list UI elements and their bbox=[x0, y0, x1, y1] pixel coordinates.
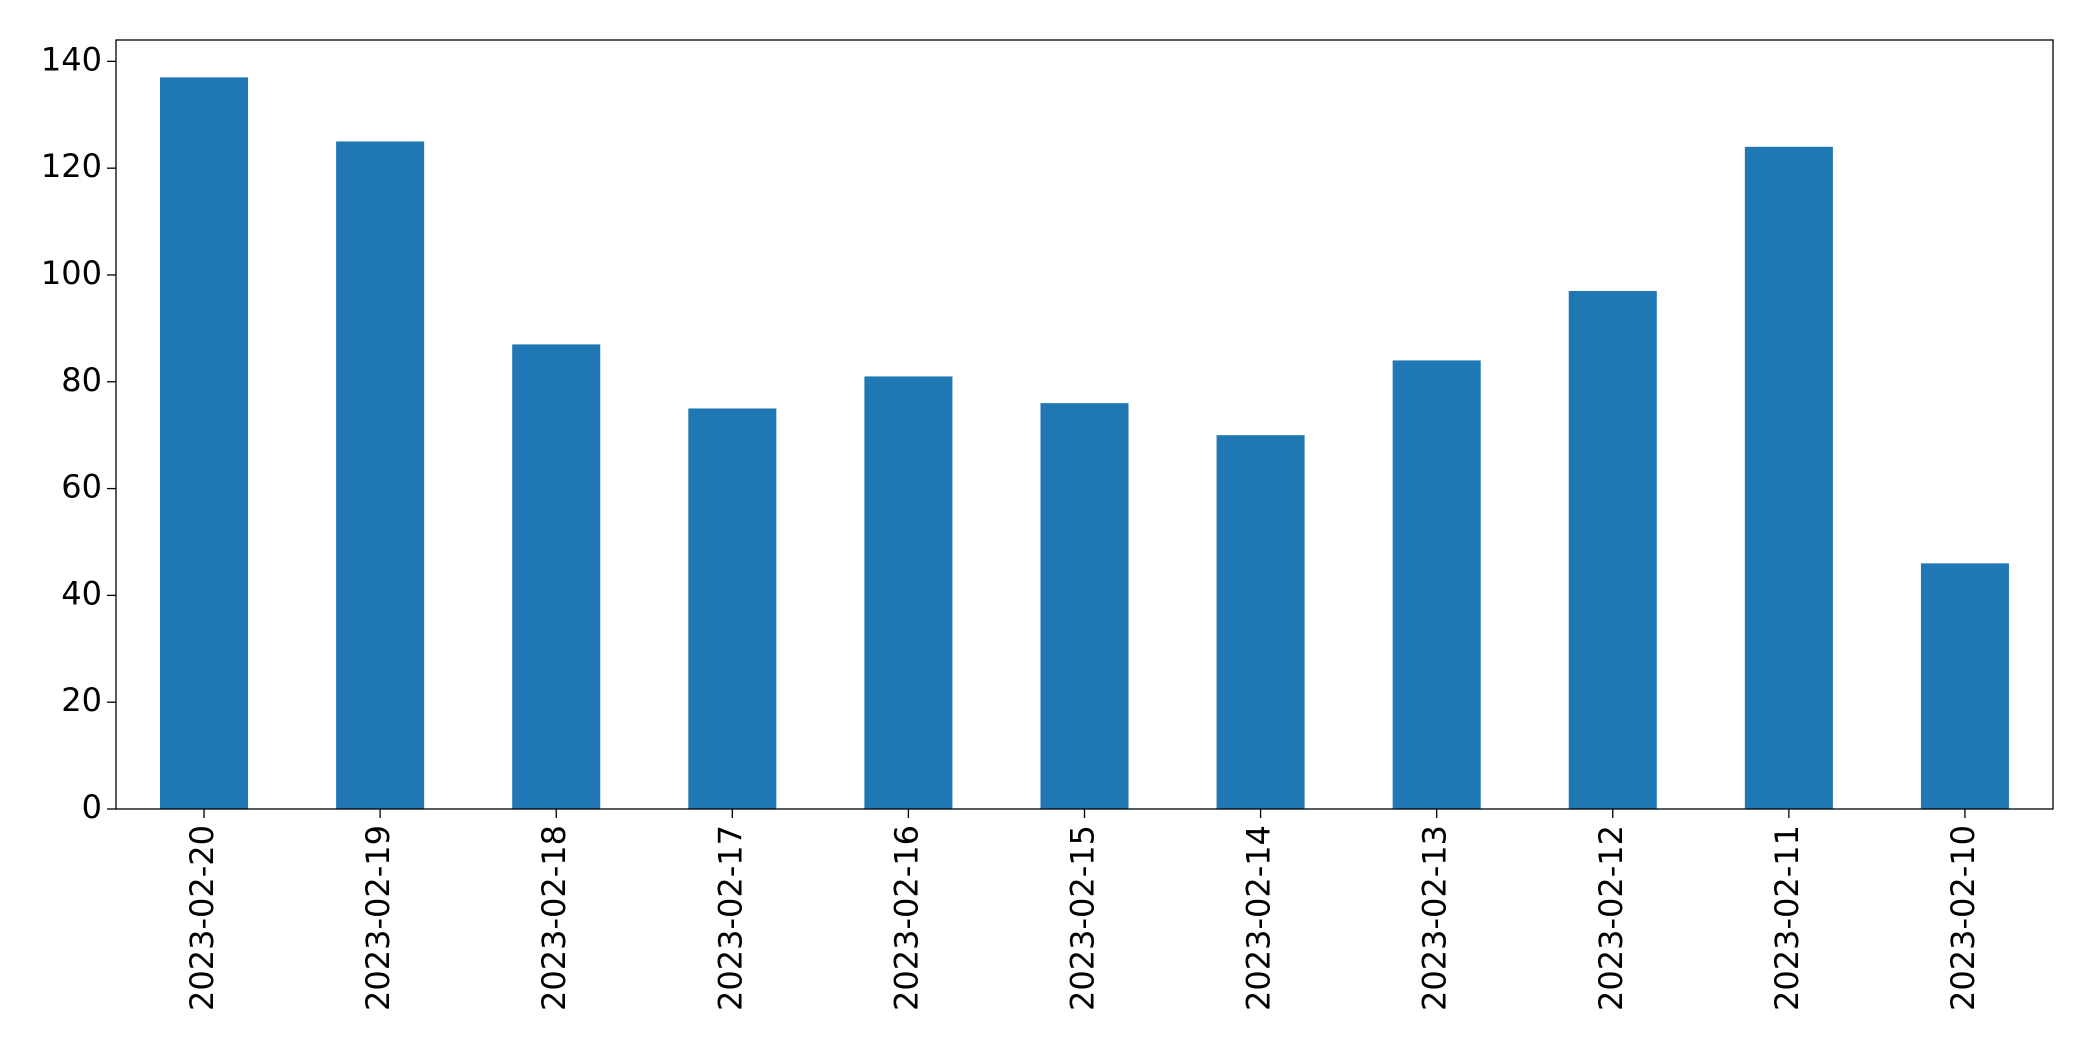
bar bbox=[688, 408, 777, 809]
x-tick-label: 2023-02-17 bbox=[711, 825, 749, 1011]
x-tick-label: 2023-02-11 bbox=[1768, 825, 1806, 1011]
y-tick-label: 20 bbox=[61, 681, 102, 719]
y-tick-label: 0 bbox=[82, 788, 102, 826]
y-tick-label: 80 bbox=[61, 361, 102, 399]
bar bbox=[512, 344, 601, 809]
bar bbox=[1392, 360, 1481, 809]
x-tick-label: 2023-02-10 bbox=[1944, 825, 1982, 1011]
plot-frame bbox=[115, 39, 2054, 810]
bar bbox=[1744, 146, 1833, 810]
x-tick-label: 2023-02-14 bbox=[1240, 825, 1278, 1011]
y-tick-label: 140 bbox=[41, 40, 102, 78]
x-tick-label: 2023-02-16 bbox=[887, 825, 925, 1011]
x-tick-label: 2023-02-19 bbox=[359, 825, 397, 1011]
y-tick-label: 60 bbox=[61, 468, 102, 506]
x-tick-label: 2023-02-13 bbox=[1416, 825, 1454, 1011]
y-tick-label: 120 bbox=[41, 147, 102, 185]
y-tick-label: 100 bbox=[41, 254, 102, 292]
bar bbox=[1216, 435, 1305, 809]
x-tick-label: 2023-02-15 bbox=[1064, 825, 1102, 1011]
x-tick-label: 2023-02-12 bbox=[1592, 825, 1630, 1011]
y-tick-label: 40 bbox=[61, 574, 102, 612]
bar bbox=[160, 77, 249, 809]
bar bbox=[336, 141, 425, 809]
bar bbox=[1040, 403, 1129, 809]
bar bbox=[864, 376, 953, 809]
x-tick-label: 2023-02-20 bbox=[183, 825, 221, 1011]
x-tick-label: 2023-02-18 bbox=[535, 825, 573, 1011]
bar bbox=[1568, 290, 1657, 809]
bar bbox=[1920, 563, 2009, 809]
